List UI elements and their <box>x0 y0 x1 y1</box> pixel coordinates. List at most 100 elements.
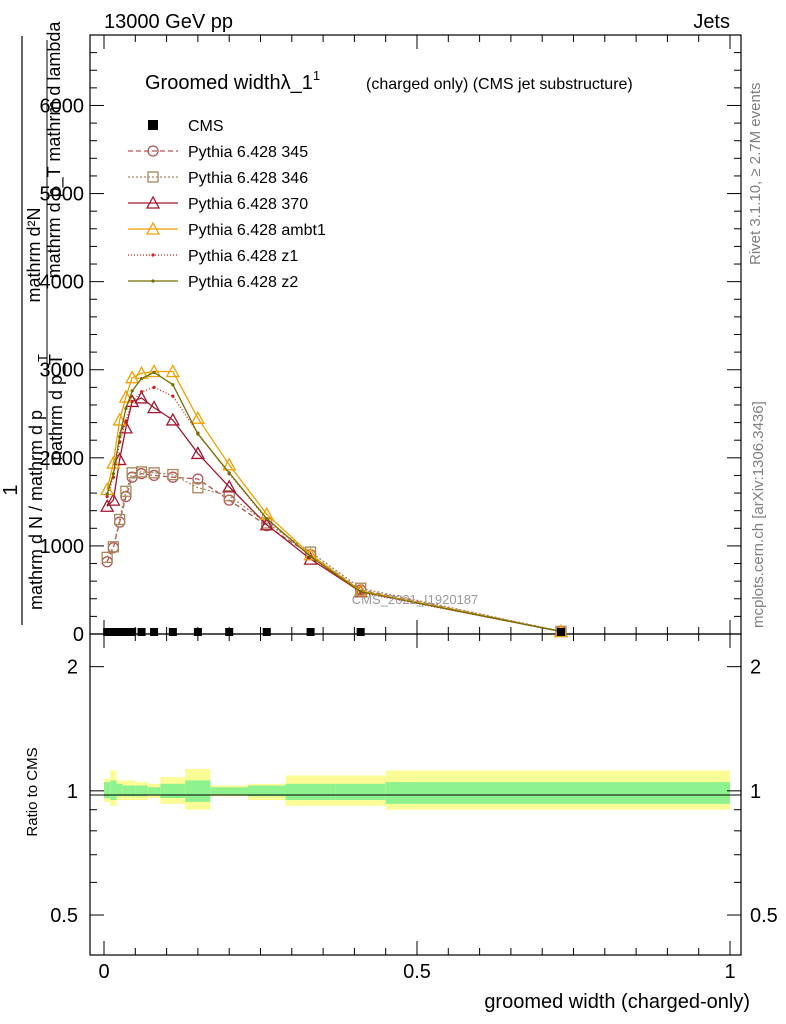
series-marker-dot <box>171 383 175 387</box>
y-axis-title-one: 1 <box>0 484 22 495</box>
ratio-band-green <box>285 783 336 801</box>
series-marker-square <box>148 467 160 479</box>
title-symbol: λ_1 <box>281 72 313 94</box>
series-marker-triangle <box>145 221 161 235</box>
x-axis-title: groomed width (charged-only) <box>484 991 750 1013</box>
legend: CMS Pythia 6.428 345 Pythia 6.428 346 Pythi… <box>128 118 326 291</box>
cms-point <box>121 628 130 636</box>
series-marker-triangle <box>106 455 121 469</box>
series-marker-triangle <box>146 400 162 414</box>
series-marker-square <box>223 490 235 502</box>
series-marker-square <box>114 513 126 526</box>
series-line <box>106 370 562 633</box>
series-marker-dot <box>105 494 109 499</box>
series-marker-triangle <box>106 492 121 506</box>
series-marker-square <box>107 541 120 553</box>
series-marker-dot <box>265 517 269 521</box>
legend-label: Pythia 6.428 z1 <box>188 248 298 265</box>
y-tick-label: 1000 <box>40 536 85 558</box>
series-marker-triangle <box>165 364 180 378</box>
series-1 <box>101 466 567 638</box>
y-tick-label: 3000 <box>40 360 85 382</box>
cms-point <box>103 628 112 636</box>
rivet-version-label: Rivet 3.1.10, ≥ 2.7M events <box>747 83 764 266</box>
ratio-axis-title: Ratio to CMS <box>24 747 41 836</box>
series-marker-triangle <box>112 412 127 426</box>
series-marker-dot <box>124 419 128 423</box>
ratio-y-tick-label: 2 <box>67 657 78 679</box>
analysis-watermark: CMS_2021_I1920187 <box>352 592 479 607</box>
cms-point <box>556 628 565 636</box>
series-marker-dot <box>308 554 313 559</box>
legend-label: Pythia 6.428 z2 <box>188 274 298 291</box>
legend-item: Pythia 6.428 z2 <box>128 274 298 291</box>
y-tick-label: 0 <box>73 624 84 646</box>
series-marker-dot <box>227 471 231 475</box>
ratio-y-tick-label-right: 2 <box>750 657 761 679</box>
cms-point <box>225 628 234 636</box>
y-axis-title: 1 mathrm d²N mathrm d p_T mathrm d lambd… <box>0 21 67 625</box>
series-layer <box>100 364 569 638</box>
legend-item: Pythia 6.428 ambt1 <box>128 221 326 239</box>
series-marker-dot <box>196 432 200 436</box>
legend-item: Pythia 6.428 z1 <box>128 248 298 265</box>
series-4 <box>105 385 563 634</box>
x-tick-label: 0 <box>98 961 109 983</box>
series-marker-triangle <box>100 498 115 512</box>
legend-label: Pythia 6.428 345 <box>188 144 308 161</box>
ratio-y-tick-label-right: 1 <box>750 781 761 803</box>
ratio-band-green <box>247 785 286 797</box>
header-energy-label: 13000 GeV pp <box>104 11 233 33</box>
series-marker-triangle <box>165 412 180 426</box>
series-line <box>106 397 562 633</box>
cms-point <box>306 628 315 636</box>
series-marker-circle <box>192 473 204 485</box>
ratio-band-green <box>122 785 130 797</box>
header-jets-label: Jets <box>693 11 730 33</box>
series-marker-dot <box>118 435 122 439</box>
y-axis-title-denominator: mathrm d p_T mathrm d lambda <box>44 21 65 279</box>
cms-data-points <box>103 628 565 636</box>
y-tick-label: 4000 <box>40 272 85 294</box>
legend-item: CMS <box>148 118 224 135</box>
cms-point <box>168 628 177 636</box>
y-axis-title-lower-numerator: mathrm d N / mathrm d p <box>26 410 46 610</box>
series-marker-triangle <box>190 410 205 424</box>
series-marker-triangle <box>118 389 134 403</box>
legend-item: Pythia 6.428 370 <box>128 195 308 213</box>
cms-point <box>356 628 365 636</box>
series-marker-circle <box>147 145 159 157</box>
cms-point <box>137 628 146 636</box>
mcplots-source-label: mcplots.cern.ch [arXiv:1306.3436] <box>750 401 767 628</box>
cms-point <box>128 628 137 636</box>
y-axis-title-numerator: mathrm d²N <box>24 207 44 302</box>
series-line <box>106 471 562 632</box>
series-marker-square <box>147 171 159 183</box>
ratio-band-green <box>160 783 186 799</box>
series-marker-triangle <box>134 390 149 404</box>
series-marker-triangle <box>190 446 205 460</box>
series-marker-dot <box>111 472 115 476</box>
ratio-y-tick-label-right: 0.5 <box>750 905 778 927</box>
ratio-band-green <box>210 787 248 795</box>
series-marker-triangle <box>125 370 140 384</box>
legend-marker-cms <box>148 120 158 130</box>
title-main: Groomed width <box>145 72 281 94</box>
series-marker-dot <box>152 370 156 374</box>
series-line <box>106 371 562 633</box>
ratio-y-tick-label: 1 <box>67 781 78 803</box>
ratio-band-green <box>110 780 117 801</box>
ratio-y-tick-label: 0.5 <box>50 905 78 927</box>
series-marker-triangle <box>112 452 127 466</box>
title-sup: 1 <box>313 68 320 83</box>
ratio-bands <box>104 768 730 810</box>
series-marker-triangle <box>146 364 162 378</box>
title-rest: (charged only) (CMS jet substructure) <box>366 76 633 93</box>
series-marker-dot <box>152 385 156 389</box>
ratio-band-green <box>135 785 148 797</box>
legend-label: Pythia 6.428 ambt1 <box>188 222 326 239</box>
series-marker-dot <box>139 376 144 381</box>
legend-label: Pythia 6.428 346 <box>188 170 308 187</box>
series-marker-triangle <box>222 457 237 471</box>
